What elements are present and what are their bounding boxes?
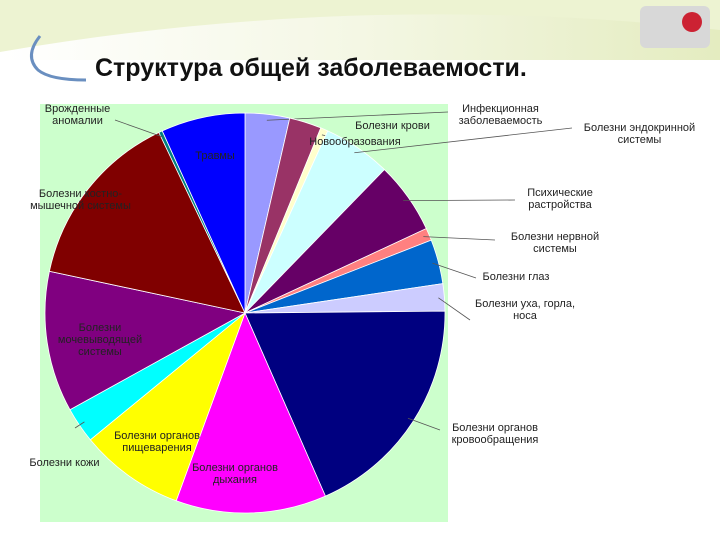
slice-label: Врожденные аномалии bbox=[44, 103, 111, 127]
slice-label: Болезни органов дыхания bbox=[192, 462, 278, 486]
chart-title: Структура общей заболеваемости. bbox=[95, 54, 527, 82]
slice-label: Болезни органов пищеварения bbox=[114, 430, 200, 454]
pie-slice bbox=[44, 270, 247, 411]
slice-label: Травмы bbox=[195, 150, 235, 162]
leader-line bbox=[266, 111, 449, 121]
pie-slice bbox=[244, 310, 446, 497]
slice-label: Болезни эндокринной системы bbox=[583, 122, 696, 146]
leader-line bbox=[438, 297, 471, 321]
slice-label: Новообразования bbox=[309, 136, 401, 148]
leader-line bbox=[74, 421, 85, 429]
slice-label: Психические растройства bbox=[527, 187, 593, 211]
slice-label: Инфекционная заболеваемость bbox=[458, 103, 543, 127]
pie-slice bbox=[161, 112, 246, 314]
slice-label: Болезни глаз bbox=[482, 271, 550, 283]
slice-label: Болезни органов кровообращения bbox=[451, 422, 539, 446]
slice-label: Болезни мочевыводящей системы bbox=[57, 322, 143, 358]
leader-line bbox=[354, 127, 573, 154]
header-wave bbox=[0, 0, 720, 52]
leader-line bbox=[403, 199, 516, 202]
leader-line bbox=[423, 236, 496, 241]
swoosh bbox=[30, 35, 87, 82]
logo-mark bbox=[682, 12, 702, 32]
leader-line bbox=[432, 262, 477, 279]
leader-line bbox=[114, 119, 164, 138]
leader-line bbox=[407, 417, 441, 431]
pie-slice bbox=[48, 131, 246, 314]
slice-label: Болезни костно-мышечной системы bbox=[30, 188, 131, 212]
pie-slice bbox=[175, 311, 326, 514]
slice-label: Болезни крови bbox=[355, 120, 430, 132]
slice-label: Болезни уха, горла, носа bbox=[474, 298, 576, 322]
slice-label: Болезни кожи bbox=[29, 457, 100, 469]
pie-slice bbox=[89, 311, 246, 502]
slice-label: Болезни нервной системы bbox=[510, 231, 600, 255]
